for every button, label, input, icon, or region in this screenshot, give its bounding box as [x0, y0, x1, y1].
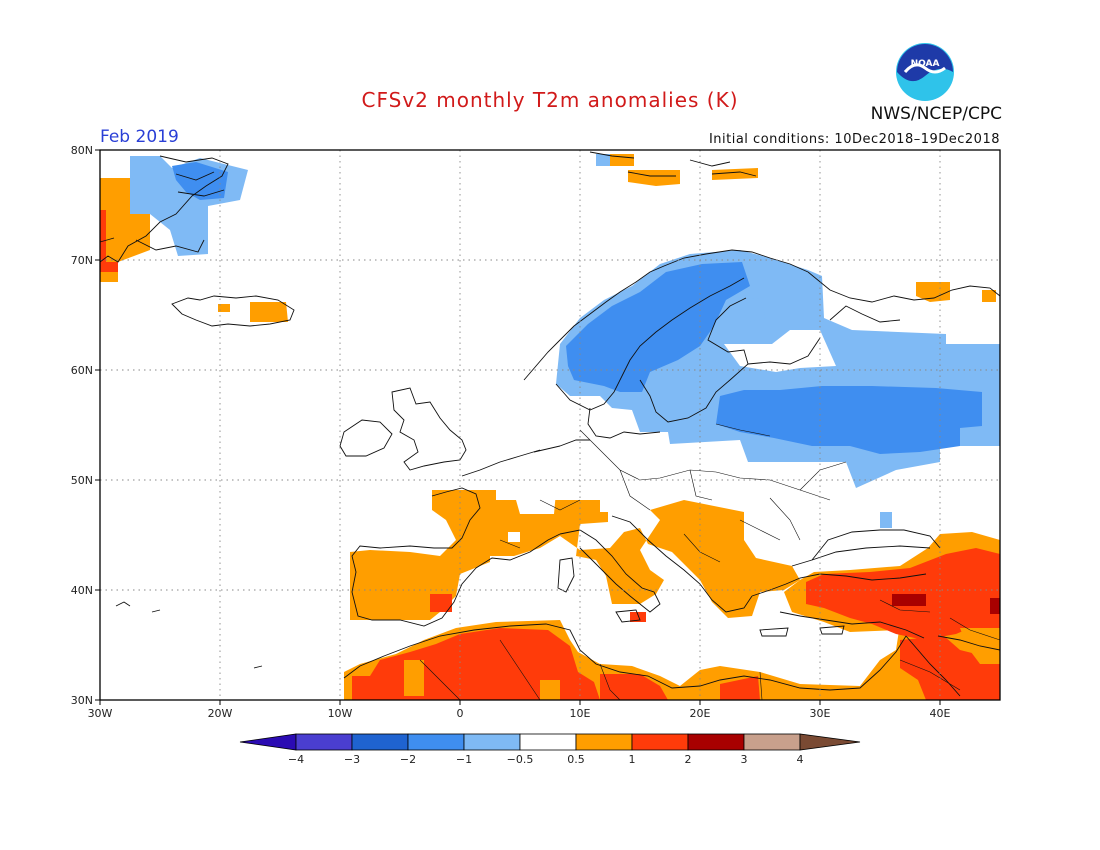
coastline-atlantic-islands [115, 601, 263, 669]
coastline-norway-sweden [523, 249, 809, 411]
colorbar-swatch-8 [687, 733, 745, 751]
lat-label-30n: 30N [71, 694, 93, 707]
lat-label-80n: 80N [71, 144, 93, 157]
lon-label-10w: 10W [328, 707, 353, 720]
coastline-north-africa [343, 623, 907, 691]
anomaly-patch-anatolia-dark [892, 594, 1000, 614]
chart-title: CFSv2 monthly T2m anomalies (K) [361, 88, 739, 112]
anomaly-patch-russia-mid [716, 386, 982, 454]
anomaly-patch-greenland-orange [100, 178, 150, 282]
map-frame [99, 149, 1001, 701]
axis-ticks [95, 149, 941, 705]
colorbar-arrow-high [799, 733, 861, 751]
colorbar-swatch-2 [351, 733, 409, 751]
coastline-svalbard [589, 151, 757, 177]
initial-conditions: Initial conditions: 10Dec2018–19Dec2018 [708, 132, 1000, 147]
agency-label: NWS/NCEP/CPC [870, 104, 1002, 124]
lat-label-70n: 70N [71, 254, 93, 267]
lat-label-60n: 60N [71, 364, 93, 377]
coastline-denmark-germany [533, 407, 661, 453]
anomaly-patch-north-africa-red [352, 628, 760, 700]
colorbar-swatch-6 [575, 733, 633, 751]
colorbar: −4 −3 −2 −1 −0.5 0.5 1 2 3 4 [239, 733, 861, 766]
colorbar-swatch-1 [295, 733, 353, 751]
anomaly-patch-levant-red [900, 636, 1000, 700]
colorbar-swatch-9 [743, 733, 801, 751]
anomaly-patch-russia-light-patch [740, 298, 766, 322]
colorbar-swatch-3 [407, 733, 465, 751]
anomaly-patch-greenland-midblue [172, 162, 228, 200]
colorbar-swatch-5 [519, 733, 577, 751]
lon-label-20w: 20W [208, 707, 233, 720]
lat-label-50n: 50N [71, 474, 93, 487]
anomaly-patch-sicily-red [630, 612, 646, 622]
colorbar-label-minus3: −3 [344, 753, 360, 766]
colorbar-label-minus1: −1 [456, 753, 472, 766]
coastline-black-sea [811, 529, 941, 561]
anomaly-field [100, 154, 1000, 700]
colorbar-label-minus4: −4 [288, 753, 304, 766]
noaa-logo-wave [897, 44, 953, 82]
graticule [100, 150, 1000, 700]
coastline-uk-ireland [339, 387, 467, 471]
anomaly-patch-russia-light-hole [724, 330, 836, 372]
colorbar-label-1: 1 [629, 753, 636, 766]
coastline-italy-adriatic [559, 515, 753, 613]
colorbar-label-0-5: 0.5 [567, 753, 585, 766]
anomaly-patch-france-iberia [350, 490, 800, 620]
colorbar-swatch-7 [631, 733, 689, 751]
coastline-iceland [171, 295, 295, 327]
anomaly-patch-scandinavia-mid [566, 262, 750, 392]
noaa-logo-gull [903, 63, 946, 74]
coastline-mediterranean-islands [557, 557, 845, 637]
coastline-russia-north [807, 271, 1001, 323]
lon-label-20e: 20E [690, 707, 711, 720]
anomaly-patch-arctic-blue [596, 154, 610, 166]
anomaly-patch-iberia-red [430, 594, 452, 612]
lon-label-0: 0 [457, 707, 464, 720]
colorbar-label-4: 4 [797, 753, 804, 766]
political-borders [419, 423, 1001, 701]
coastline-france-iberia [351, 449, 561, 627]
colorbar-label-2: 2 [685, 753, 692, 766]
forecast-period: Feb 2019 [100, 127, 179, 147]
noaa-logo-text: NOAA [911, 59, 940, 69]
coastline-greenland [99, 155, 229, 263]
lat-label-40n: 40N [71, 584, 93, 597]
anomaly-patch-caspian-blue [880, 512, 892, 528]
coastline-baltic [639, 297, 821, 423]
lon-label-10e: 10E [570, 707, 591, 720]
lon-label-30e: 30E [810, 707, 831, 720]
border-lines-africa-asia [419, 599, 1001, 701]
anomaly-patch-greenland-red [100, 210, 118, 272]
colorbar-swatch-4 [463, 733, 521, 751]
anomaly-patch-alps-hole [508, 492, 600, 542]
longitude-labels: 30W 20W 10W 0 10E 20E 30E 40E [88, 707, 951, 720]
anomaly-patch-sahara-orange [404, 660, 560, 700]
lon-label-30w: 30W [88, 707, 113, 720]
lon-label-40e: 40E [930, 707, 951, 720]
colorbar-label-minus0-5: −0.5 [507, 753, 534, 766]
anomaly-patch-iceland [218, 302, 288, 322]
colorbar-label-3: 3 [741, 753, 748, 766]
latitude-labels: 80N 70N 60N 50N 40N 30N [71, 144, 93, 707]
colorbar-label-minus2: −2 [400, 753, 416, 766]
coastlines [99, 151, 1001, 697]
anomaly-patch-svalbard [610, 154, 758, 186]
colorbar-arrow-low [239, 733, 297, 751]
noaa-logo: NOAA [896, 43, 954, 101]
coastline-levant-arabia [905, 635, 1001, 697]
